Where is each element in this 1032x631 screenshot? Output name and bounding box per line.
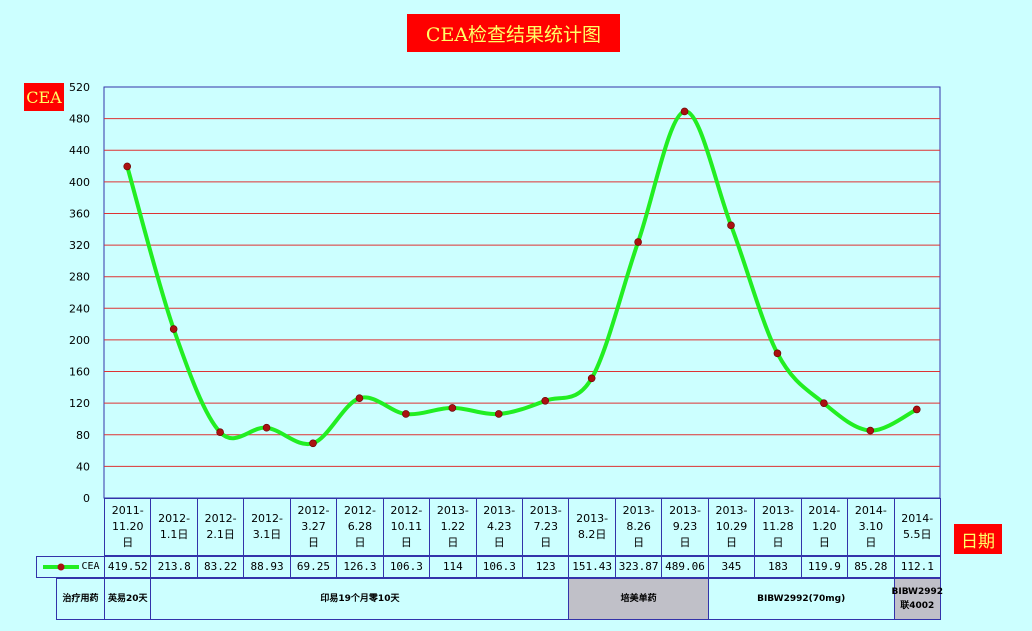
y-tick-label: 0 [83,492,90,505]
x-tick-label: 2011- 11.20 日 [104,498,152,556]
x-tick-label: 2014- 3.10 日 [847,498,895,556]
data-point [541,396,550,405]
y-tick-label: 240 [69,302,90,315]
data-value-label: 151.43 [568,556,616,578]
data-point [912,405,921,414]
x-tick-label: 2013- 9.23 日 [661,498,709,556]
treatment-header: 治疗用药 [56,578,105,620]
y-axis-label: CEA [24,83,64,111]
data-value-label: 106.3 [382,556,431,578]
data-value-label: 83.22 [196,556,245,578]
data-point [262,423,271,432]
y-tick-label: 360 [69,207,90,220]
treatment-cell: 印易19个月零10天 [150,578,570,620]
x-tick-label: 2013- 11.28 日 [754,498,802,556]
x-tick-label: 2012- 3.27 日 [289,498,338,556]
data-point [587,374,596,383]
x-tick-label: 2013- 8.26 日 [614,498,663,556]
data-point [727,221,735,230]
data-point [355,394,364,402]
data-value-label: 106.3 [475,556,523,578]
data-point [773,349,782,358]
data-value-label: 119.9 [800,556,849,578]
y-tick-label: 120 [69,397,90,410]
treatment-cell: 培美单药 [568,578,709,620]
data-value-label: 323.87 [614,556,663,578]
chart-title: CEA检查结果统计图 [407,14,620,52]
data-value-label: 112.1 [893,556,941,578]
y-tick-label: 80 [76,429,90,442]
x-tick-label: 2012- 3.1日 [243,498,291,556]
data-point [820,399,828,408]
data-point [123,162,132,171]
x-tick-label: 2013- 4.23 日 [475,498,523,556]
x-tick-label: 2013- 1.22 日 [429,498,477,556]
data-value-label: 69.25 [289,556,338,578]
x-tick-label: 2013- 7.23 日 [522,498,570,556]
data-point [634,238,642,246]
data-value-label: 88.93 [243,556,291,578]
x-tick-label: 2012- 6.28 日 [336,498,384,556]
data-value-label: 85.28 [847,556,895,578]
x-tick-label: 2014- 1.20 日 [800,498,849,556]
legend-cea: CEA [36,556,105,578]
data-point [216,428,224,437]
legend-label: CEA [81,561,100,572]
data-point [866,426,875,435]
data-value-label: 419.52 [104,556,152,578]
y-tick-label: 40 [76,460,90,473]
data-point [680,107,689,116]
x-tick-label: 2012- 10.11 日 [382,498,431,556]
y-tick-label: 200 [69,334,90,347]
legend-swatch [43,563,80,571]
data-value-label: 123 [522,556,570,578]
data-point [494,410,503,418]
x-axis-label: 日期 [954,524,1002,554]
data-value-label: 183 [754,556,802,578]
data-point [448,404,457,412]
treatment-cell: 英易20天 [104,578,152,620]
x-tick-label: 2013- 10.29 日 [707,498,756,556]
data-point [402,410,410,418]
data-point [309,439,317,448]
data-point [169,325,178,333]
y-tick-label: 440 [69,144,90,157]
treatment-cell: BIBW2992(70mg) [707,578,895,620]
y-tick-label: 160 [69,366,90,379]
data-value-label: 126.3 [336,556,384,578]
y-tick-label: 280 [69,271,90,284]
x-tick-label: 2012- 2.1日 [196,498,245,556]
data-value-label: 345 [707,556,756,578]
y-tick-label: 320 [69,239,90,252]
x-tick-label: 2012- 1.1日 [150,498,198,556]
data-value-label: 213.8 [150,556,198,578]
y-tick-label: 400 [69,176,90,189]
y-tick-label: 480 [69,113,90,126]
data-value-label: 489.06 [661,556,709,578]
plot-area [103,86,941,499]
treatment-cell: BIBW2992联4002 [891,578,943,620]
x-tick-label: 2014- 5.5日 [893,498,941,556]
x-tick-label: 2013- 8.2日 [568,498,616,556]
data-value-label: 114 [429,556,477,578]
y-tick-label: 520 [69,81,90,94]
